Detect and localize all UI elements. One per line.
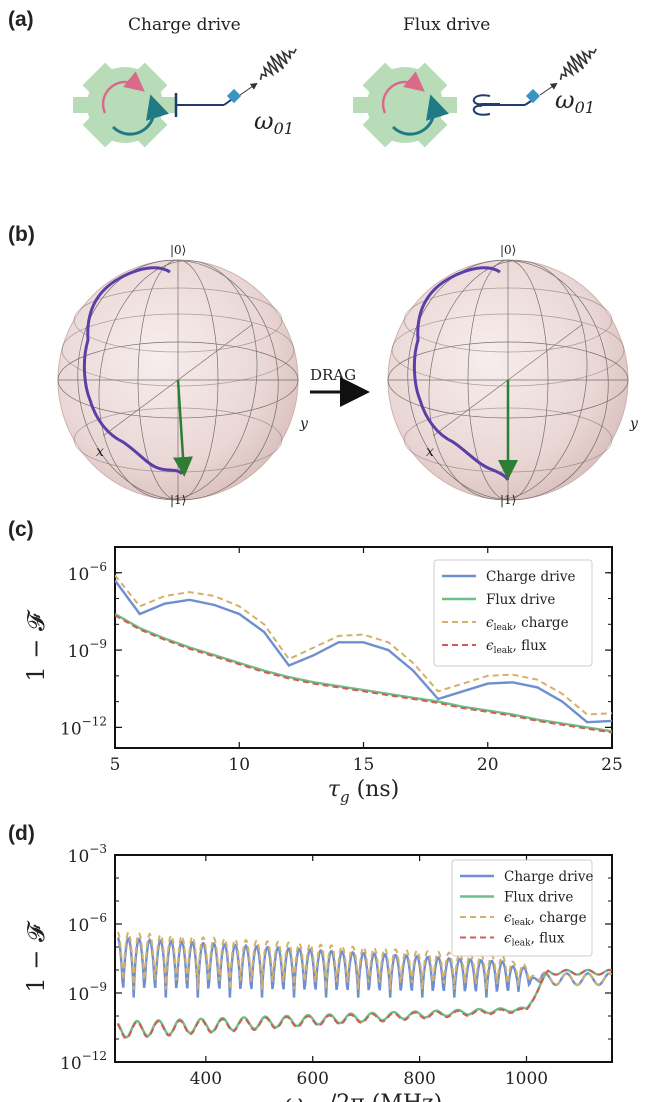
panel-c: (c) 5 10 15 20 25 10−6 10−9 10−12 τg (ns) 1 − 𝓕 Ch… [8,518,623,806]
panel-c-label: (c) [8,518,34,541]
x-tick-label: 400 [190,1069,222,1089]
fidelity-vs-frequency-chart: 400 600 800 1000 10−3 10−6 10−9 10−12 ω01 /2π (M… [22,842,613,1102]
microwave-pulse-icon [239,48,297,96]
y-tick-label: 10−6 [68,911,107,936]
panel-a-label: (a) [8,8,34,31]
y-tick-label: 10−9 [68,637,107,662]
x-axis-label: x [96,444,104,460]
x-axis-label: x [426,444,434,460]
y-tick-label: 10−9 [68,980,107,1005]
legend: Charge drive Flux drive ϵleak, charge ϵleak… [433,559,593,667]
x-tick-label: 20 [477,755,499,775]
x-tick-label: 15 [353,755,375,775]
y-tick-label: 10−6 [68,560,107,585]
series-line [116,931,612,990]
series-line [115,614,612,734]
ket-0-label: |0⟩ [170,243,186,257]
legend-label: Charge drive [504,869,593,885]
legend-label: Flux drive [486,592,555,608]
ket-1-label: |1⟩ [170,493,186,507]
x-tick-label: 600 [297,1069,329,1089]
legend-label: Charge drive [486,569,575,585]
series-layer [116,931,612,1040]
fidelity-vs-gate-time-chart: 5 10 15 20 25 10−6 10−9 10−12 τg (ns) 1 − 𝓕 Charge… [22,546,623,806]
series-line [115,612,612,733]
legend-label: ϵleak, flux [504,931,565,949]
omega-01-label: ω01 [555,86,595,117]
panel-b-label: (b) [8,223,35,246]
y-axis-label: 1 − 𝓕 [22,609,50,682]
series-line [115,574,612,716]
x-tick-label: 5 [110,755,121,775]
y-tick-label: 10−12 [60,714,107,739]
panel-b: (b) |0⟩ |1⟩ x y DRAG [8,223,639,507]
y-tick-label: 10−3 [68,842,107,867]
x-tick-label: 1000 [505,1069,548,1089]
bloch-sphere-before: |0⟩ |1⟩ x y [57,243,309,507]
x-tick-label: 10 [228,755,250,775]
legend-label: ϵleak, charge [504,910,587,928]
drag-label: DRAG [310,366,356,384]
x-tick-label: 800 [403,1069,435,1089]
capacitive-coupler-icon [174,88,242,117]
charge-drive-title: Charge drive [128,15,241,35]
ket-1-label: |1⟩ [500,493,516,507]
transmon-qubit-icon [73,62,177,148]
omega-01-label: ω01 [254,107,294,138]
plot-frame [114,854,613,1063]
transmon-qubit-icon [353,62,457,148]
legend-box [451,859,593,957]
microwave-pulse-icon [539,48,597,96]
legend: Charge drive Flux drive ϵleak, charge ϵleak… [451,859,593,957]
ket-0-label: |0⟩ [500,243,516,257]
x-axis-label: τg (ns) [328,777,399,806]
y-axis-label: y [299,416,309,432]
legend-label: ϵleak, charge [486,615,569,633]
y-axis-label: y [629,416,639,432]
legend-label: ϵleak, flux [486,638,547,656]
legend-box [433,559,593,667]
series-line [116,968,612,1040]
legend-label: Flux drive [504,890,573,906]
panel-d-label: (d) [8,822,35,845]
inductive-coupler-icon [472,88,541,116]
panel-a: (a) Charge drive Flux drive ω01 [8,8,597,148]
panel-d: (d) 400 600 800 1000 10−3 10−6 10−9 10−12 ω01 /2… [8,822,613,1102]
series-layer [115,574,612,734]
y-axis-label: 1 − 𝓕 [22,920,50,993]
bloch-sphere-after: |0⟩ |1⟩ x y [387,243,639,507]
x-axis-label: ω01 /2π (MHz) [285,1091,442,1102]
series-line [116,936,612,998]
series-line [115,579,612,724]
y-tick-label: 10−12 [60,1049,107,1074]
flux-drive-title: Flux drive [403,15,490,35]
x-tick-label: 25 [601,755,623,775]
